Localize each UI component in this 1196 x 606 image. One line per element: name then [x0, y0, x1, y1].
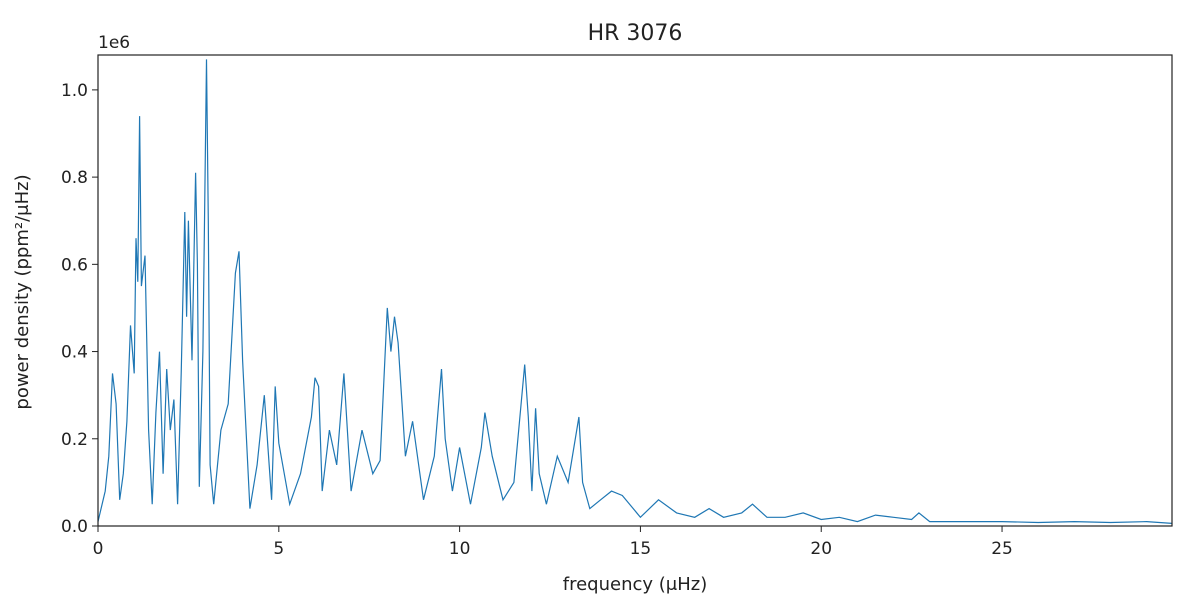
- x-axis: 0 5 10 15 20 25: [93, 526, 1013, 559]
- y-tick-label: 0.2: [61, 430, 88, 450]
- plot-frame: [97, 54, 1173, 527]
- y-axis: 0.0 0.2 0.4 0.6 0.8 1.0: [61, 81, 98, 537]
- x-tick-label: 20: [810, 539, 832, 559]
- y-tick-label: 0.4: [61, 343, 88, 363]
- y-tick-label: 0.6: [61, 255, 88, 275]
- spectrum-series-line: [97, 59, 1173, 524]
- x-tick-label: 5: [273, 539, 284, 559]
- y-axis-multiplier: 1e6: [98, 33, 130, 53]
- plot-area: [97, 59, 1173, 524]
- y-tick-label: 0.0: [61, 517, 88, 537]
- x-tick-label: 0: [93, 539, 104, 559]
- y-tick-label: 0.8: [61, 168, 88, 188]
- x-tick-label: 25: [991, 539, 1013, 559]
- x-axis-label: frequency (μHz): [563, 574, 707, 595]
- chart-title: HR 3076: [588, 21, 683, 46]
- x-tick-label: 10: [449, 539, 471, 559]
- x-tick-label: 15: [630, 539, 652, 559]
- y-axis-label: power density (ppm²/μHz): [12, 174, 33, 409]
- y-tick-label: 1.0: [61, 81, 88, 101]
